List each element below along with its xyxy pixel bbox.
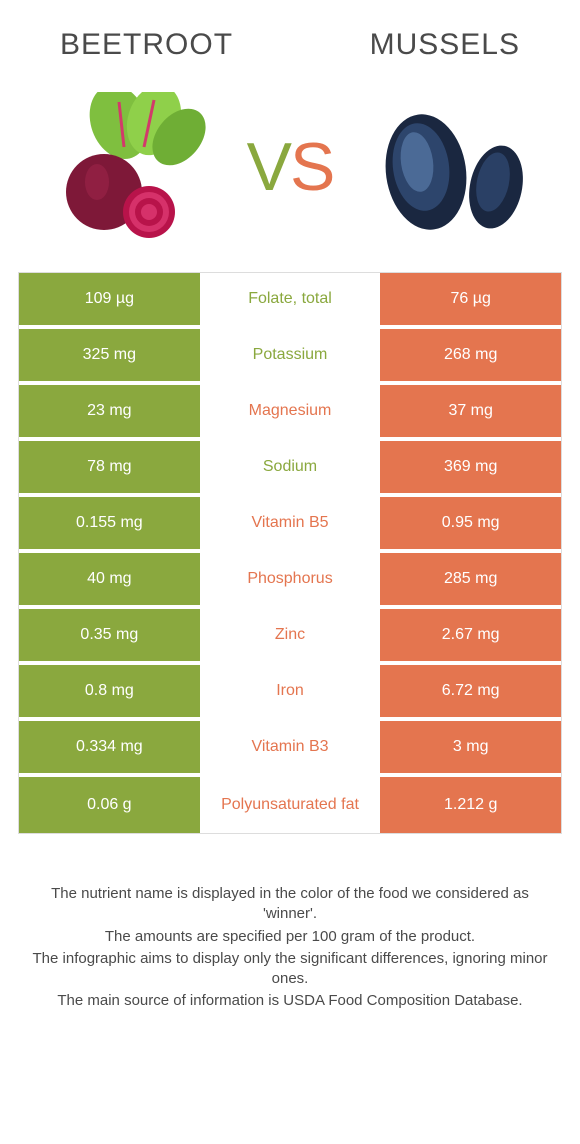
value-right: 1.212 g [380, 777, 561, 833]
nutrient-row: 23 mgMagnesium37 mg [19, 385, 561, 441]
food-title-right: Mussels [370, 28, 520, 62]
value-right: 268 mg [380, 329, 561, 381]
nutrient-row: 40 mgPhosphorus285 mg [19, 553, 561, 609]
value-left: 78 mg [19, 441, 200, 493]
nutrient-table: 109 µgFolate, total76 µg325 mgPotassium2… [18, 272, 562, 834]
value-left: 0.155 mg [19, 497, 200, 549]
footer-line-2: The amounts are specified per 100 gram o… [30, 927, 550, 947]
value-right: 369 mg [380, 441, 561, 493]
nutrient-name: Zinc [200, 609, 381, 661]
nutrient-name: Phosphorus [200, 553, 381, 605]
value-left: 0.8 mg [19, 665, 200, 717]
nutrient-name: Sodium [200, 441, 381, 493]
nutrient-name: Folate, total [200, 273, 381, 325]
header: Beetroot Mussels [0, 0, 580, 72]
value-left: 40 mg [19, 553, 200, 605]
vs-label: VS [247, 128, 334, 206]
footer-notes: The nutrient name is displayed in the co… [30, 884, 550, 1014]
value-right: 2.67 mg [380, 609, 561, 661]
value-left: 109 µg [19, 273, 200, 325]
value-right: 76 µg [380, 273, 561, 325]
footer-line-3: The infographic aims to display only the… [30, 949, 550, 990]
nutrient-row: 0.06 gPolyunsaturated fat1.212 g [19, 777, 561, 833]
nutrient-row: 0.334 mgVitamin B33 mg [19, 721, 561, 777]
value-right: 285 mg [380, 553, 561, 605]
vs-v: V [247, 129, 290, 205]
value-right: 3 mg [380, 721, 561, 773]
footer-line-1: The nutrient name is displayed in the co… [30, 884, 550, 925]
nutrient-name: Vitamin B5 [200, 497, 381, 549]
nutrient-name: Vitamin B3 [200, 721, 381, 773]
nutrient-row: 0.8 mgIron6.72 mg [19, 665, 561, 721]
value-left: 325 mg [19, 329, 200, 381]
hero-row: VS [0, 72, 580, 272]
value-left: 23 mg [19, 385, 200, 437]
vs-s: S [290, 129, 333, 205]
nutrient-row: 0.35 mgZinc2.67 mg [19, 609, 561, 665]
nutrient-name: Magnesium [200, 385, 381, 437]
footer-line-4: The main source of information is USDA F… [30, 991, 550, 1011]
beetroot-image [49, 92, 209, 242]
nutrient-row: 109 µgFolate, total76 µg [19, 273, 561, 329]
mussels-image [371, 92, 531, 242]
food-title-left: Beetroot [60, 28, 233, 62]
value-right: 37 mg [380, 385, 561, 437]
value-left: 0.06 g [19, 777, 200, 833]
nutrient-row: 78 mgSodium369 mg [19, 441, 561, 497]
nutrient-row: 0.155 mgVitamin B50.95 mg [19, 497, 561, 553]
nutrient-name: Polyunsaturated fat [200, 777, 381, 833]
value-right: 6.72 mg [380, 665, 561, 717]
value-left: 0.334 mg [19, 721, 200, 773]
value-right: 0.95 mg [380, 497, 561, 549]
value-left: 0.35 mg [19, 609, 200, 661]
nutrient-name: Iron [200, 665, 381, 717]
nutrient-name: Potassium [200, 329, 381, 381]
nutrient-row: 325 mgPotassium268 mg [19, 329, 561, 385]
